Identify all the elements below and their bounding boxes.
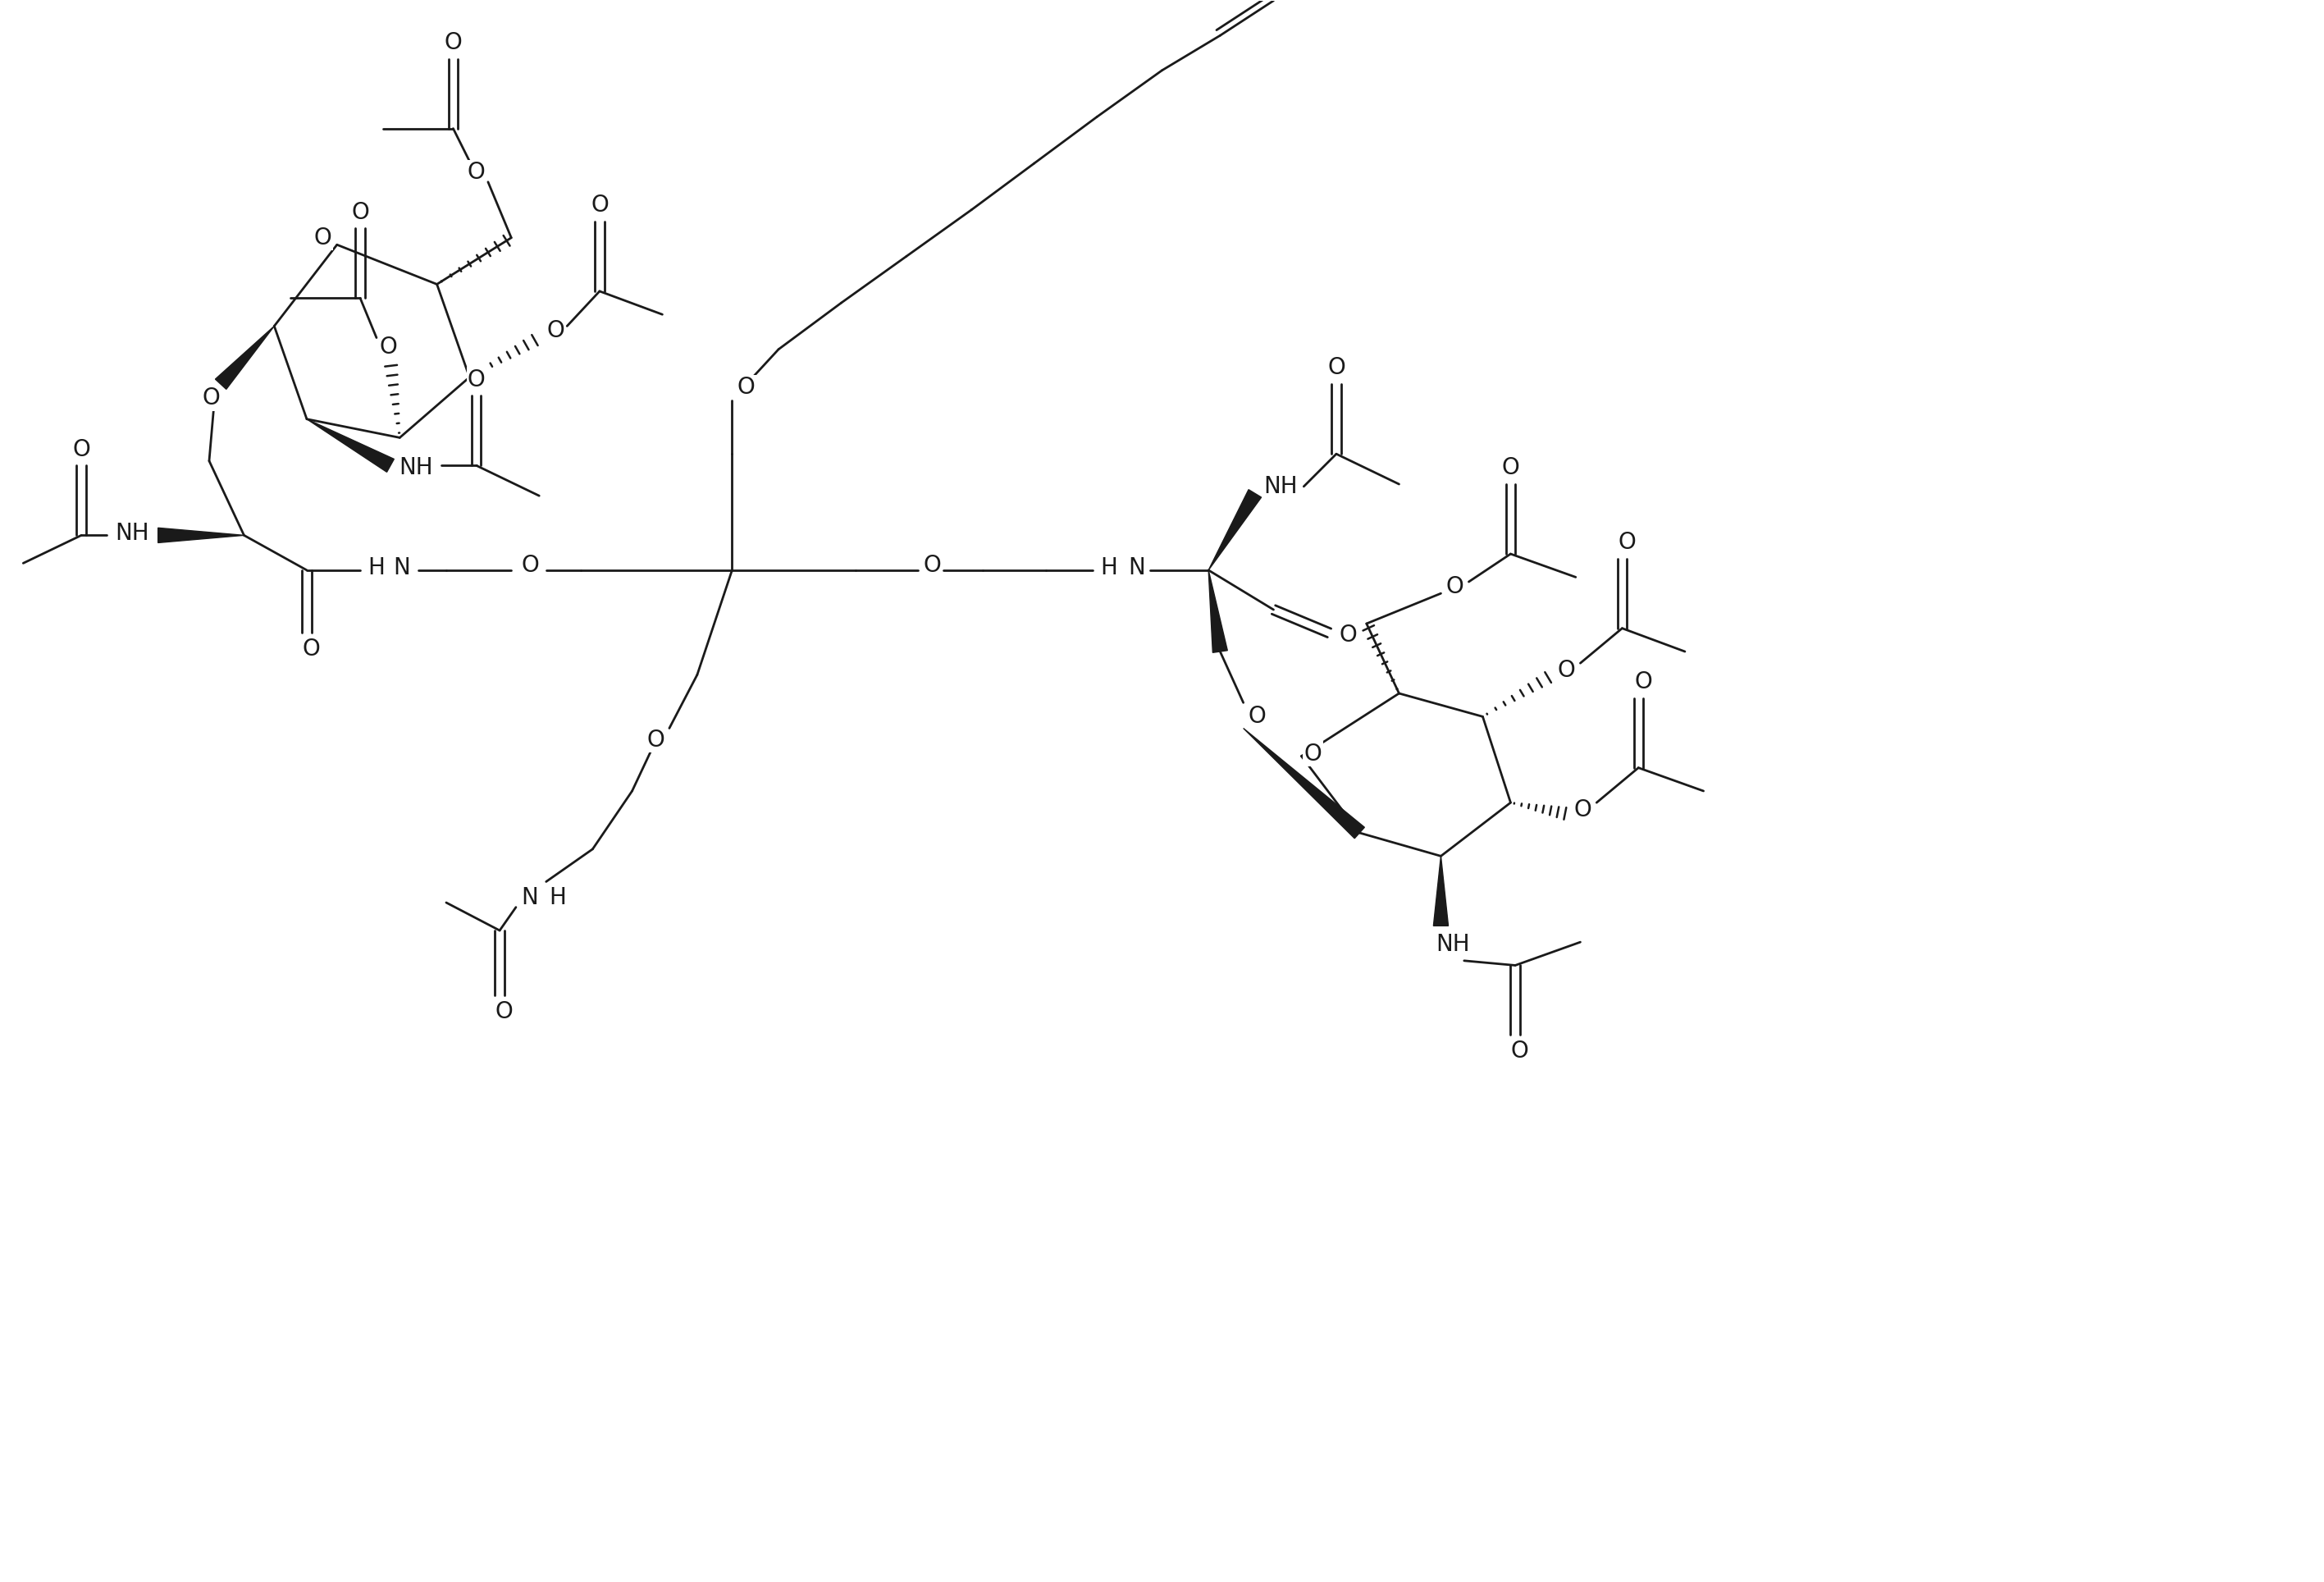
Polygon shape [216,326,274,389]
Text: O: O [351,201,370,223]
Text: O: O [590,193,609,217]
Polygon shape [1243,728,1364,838]
Polygon shape [1434,856,1448,925]
Text: O: O [467,369,486,391]
Text: N: N [521,886,539,910]
Text: H: H [1099,557,1118,579]
Text: O: O [521,554,539,577]
Text: NH: NH [400,456,432,479]
Text: O: O [72,438,91,460]
Text: NH: NH [1264,475,1297,498]
Text: NH: NH [1436,933,1469,956]
Polygon shape [1208,489,1262,570]
Text: O: O [467,161,486,184]
Text: O: O [1248,706,1267,728]
Text: H: H [367,557,386,579]
Text: O: O [1634,671,1652,693]
Text: N: N [393,557,411,579]
Text: O: O [314,226,332,250]
Text: O: O [923,554,941,577]
Text: O: O [1327,356,1346,380]
Text: O: O [1304,742,1322,766]
Text: O: O [302,638,321,661]
Text: H: H [548,886,567,910]
Text: O: O [1339,623,1357,647]
Text: O: O [737,377,755,399]
Text: O: O [1573,797,1592,821]
Text: O: O [444,32,462,54]
Polygon shape [1208,570,1227,653]
Polygon shape [158,528,244,543]
Text: O: O [1557,658,1576,682]
Text: O: O [546,320,565,342]
Text: O: O [1618,532,1636,554]
Text: O: O [379,335,397,359]
Text: O: O [1446,574,1464,598]
Text: N: N [1127,557,1146,579]
Text: O: O [646,728,665,751]
Text: O: O [495,1000,514,1024]
Text: NH: NH [116,522,149,544]
Text: O: O [1511,1039,1529,1063]
Text: O: O [202,386,221,410]
Polygon shape [307,419,395,471]
Text: O: O [1501,456,1520,479]
